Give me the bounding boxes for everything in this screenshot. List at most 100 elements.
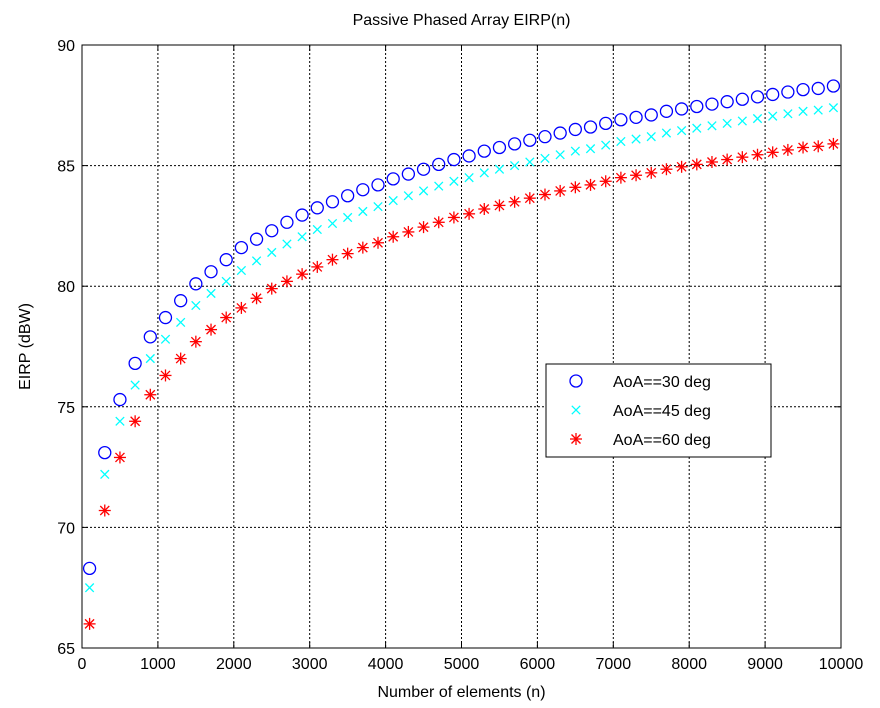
x-tick-label: 2000 <box>216 656 252 673</box>
legend: AoA==30 deg AoA==45 deg AoA==60 deg <box>545 363 772 458</box>
data-point-series-1 <box>583 120 598 134</box>
data-point-series-2 <box>130 380 140 390</box>
data-point-series-1 <box>295 208 309 222</box>
data-point-series-1 <box>280 215 294 229</box>
data-point-series-3 <box>614 171 627 184</box>
data-point-series-1 <box>659 104 674 118</box>
data-point-series-3 <box>584 178 597 191</box>
data-point-series-2 <box>449 176 459 186</box>
data-point-series-1 <box>310 201 324 215</box>
data-point-series-3 <box>159 369 172 382</box>
data-point-series-1 <box>386 172 400 186</box>
data-point-series-3 <box>144 388 157 401</box>
data-point-series-3 <box>705 155 718 168</box>
data-point-series-1 <box>690 99 704 114</box>
data-point-series-1 <box>614 113 628 127</box>
data-point-series-2 <box>267 247 277 258</box>
y-tick-label: 75 <box>57 400 75 417</box>
grid <box>82 45 841 648</box>
data-point-series-2 <box>434 181 444 191</box>
data-point-series-3 <box>113 451 126 464</box>
data-point-series-2 <box>464 173 474 183</box>
data-point-series-3 <box>402 225 415 238</box>
legend-marker-3 <box>570 433 582 445</box>
data-point-series-1 <box>204 265 218 279</box>
data-point-series-2 <box>631 134 641 144</box>
data-point-series-2 <box>525 157 535 167</box>
data-point-series-3 <box>675 160 688 173</box>
data-point-series-2 <box>145 353 155 364</box>
data-point-series-1 <box>735 92 749 106</box>
data-point-series-2 <box>692 123 702 133</box>
x-axis-label: Number of elements (n) <box>377 684 545 701</box>
data-point-series-3 <box>432 216 445 229</box>
data-point-series-1 <box>174 294 188 308</box>
data-point-series-2 <box>191 300 201 311</box>
data-point-series-2 <box>661 128 672 138</box>
x-tick-label: 9000 <box>747 656 783 673</box>
data-point-series-2 <box>115 416 125 426</box>
data-point-series-2 <box>100 469 110 479</box>
data-point-series-2 <box>707 121 717 131</box>
data-point-series-1 <box>401 167 416 181</box>
data-point-series-2 <box>160 334 171 344</box>
x-tick-label: 7000 <box>596 656 632 673</box>
data-point-series-2 <box>84 583 95 593</box>
data-point-series-1 <box>796 82 810 97</box>
data-point-series-3 <box>660 163 673 176</box>
data-point-series-2 <box>282 239 292 249</box>
data-point-series-1 <box>189 277 203 291</box>
data-point-series-2 <box>388 195 398 206</box>
y-tick-label: 90 <box>57 38 75 55</box>
data-point-series-2 <box>601 140 611 150</box>
legend-marker-2 <box>571 405 581 415</box>
x-tick-label: 1000 <box>140 656 176 673</box>
data-point-series-2 <box>373 201 383 212</box>
data-point-series-1 <box>477 144 491 158</box>
data-point-series-1 <box>766 87 780 102</box>
data-point-series-3 <box>280 275 293 288</box>
data-point-series-3 <box>508 195 521 208</box>
y-axis-label: EIRP (dBW) <box>17 303 34 390</box>
data-point-series-1 <box>538 130 552 144</box>
data-point-series-2 <box>676 125 687 136</box>
data-point-series-1 <box>128 356 142 371</box>
data-point-series-3 <box>265 282 278 295</box>
data-point-series-2 <box>798 106 808 116</box>
data-point-series-3 <box>690 158 703 171</box>
x-tick-label: 5000 <box>444 656 480 673</box>
x-tick-label: 10000 <box>819 656 864 673</box>
data-point-series-2 <box>342 212 353 223</box>
data-point-series-3 <box>736 151 749 164</box>
data-point-series-1 <box>416 162 431 176</box>
data-point-series-1 <box>143 330 157 344</box>
data-point-series-1 <box>781 85 795 99</box>
y-tick-label: 85 <box>57 159 75 176</box>
data-point-series-3 <box>98 504 111 517</box>
data-point-series-3 <box>630 169 643 182</box>
data-point-series-3 <box>721 153 734 166</box>
data-point-series-2 <box>752 113 763 124</box>
data-point-series-1 <box>371 178 385 192</box>
data-point-series-3 <box>189 335 202 348</box>
data-point-series-1 <box>826 79 841 93</box>
data-point-series-2 <box>221 276 231 287</box>
data-point-series-3 <box>554 184 567 197</box>
data-point-series-1 <box>811 81 825 96</box>
data-point-series-2 <box>418 186 429 196</box>
data-point-series-3 <box>766 146 779 159</box>
data-point-series-3 <box>493 199 506 212</box>
x-tick-label: 6000 <box>520 656 556 673</box>
data-point-series-1 <box>340 189 355 203</box>
data-point-series-1 <box>98 445 112 460</box>
data-point-series-2 <box>555 150 565 160</box>
plot-frame <box>81 44 842 649</box>
data-point-series-1 <box>356 183 370 197</box>
data-point-series-1 <box>432 157 446 172</box>
data-point-series-1 <box>568 122 582 137</box>
data-point-series-3 <box>417 221 430 234</box>
data-point-series-1 <box>644 108 658 122</box>
data-point-series-2 <box>509 160 520 171</box>
data-point-series-1 <box>265 224 279 238</box>
